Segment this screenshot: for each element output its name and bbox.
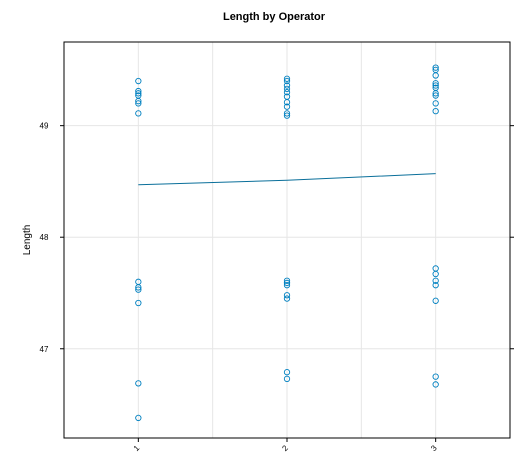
data-point	[283, 75, 291, 82]
mean-line	[138, 173, 436, 186]
data-point	[432, 80, 439, 87]
data-point	[432, 108, 439, 115]
chart-title: Length by Operator	[223, 11, 326, 23]
data-point	[432, 373, 439, 380]
data-point	[283, 89, 291, 96]
data-point	[432, 90, 439, 97]
data-point	[432, 277, 439, 284]
data-point	[283, 77, 291, 85]
axis-ticks: 47 48 49 1 2 3	[40, 122, 514, 453]
data-point	[432, 282, 439, 289]
data-point	[283, 99, 291, 106]
data-point	[135, 380, 142, 387]
y-tick-label: 48	[40, 233, 49, 242]
data-point	[432, 270, 439, 278]
data-point	[283, 103, 291, 110]
data-point	[283, 369, 291, 376]
data-point	[283, 85, 291, 93]
data-points	[135, 64, 439, 422]
data-point	[283, 82, 291, 89]
data-point	[135, 299, 142, 307]
data-point	[135, 77, 142, 85]
data-point	[283, 375, 291, 383]
data-point	[283, 279, 291, 287]
data-point	[135, 97, 142, 105]
data-point	[432, 100, 439, 107]
data-point	[135, 110, 142, 117]
data-point	[432, 72, 439, 79]
x-tick-label: 1	[132, 443, 142, 453]
data-point	[283, 295, 291, 302]
data-point	[283, 292, 291, 299]
y-axis-label: Length	[22, 225, 33, 256]
data-point	[432, 82, 439, 89]
x-tick-label: 3	[429, 443, 439, 453]
grid-lines	[64, 42, 510, 438]
data-point	[135, 100, 142, 107]
data-point	[432, 92, 439, 99]
data-point	[283, 277, 291, 284]
y-tick-label: 49	[40, 122, 49, 131]
y-tick-label: 47	[40, 345, 49, 354]
data-point	[432, 381, 439, 388]
data-point	[135, 90, 142, 97]
data-point	[135, 414, 142, 422]
x-tick-label: 2	[280, 443, 290, 453]
data-point	[283, 282, 291, 289]
data-point	[283, 110, 291, 117]
data-point	[135, 286, 142, 293]
data-point	[135, 87, 142, 95]
data-point	[135, 284, 142, 291]
data-point	[283, 112, 291, 119]
mean-line-layer	[138, 173, 436, 186]
data-point	[432, 297, 439, 304]
data-point	[432, 64, 439, 71]
